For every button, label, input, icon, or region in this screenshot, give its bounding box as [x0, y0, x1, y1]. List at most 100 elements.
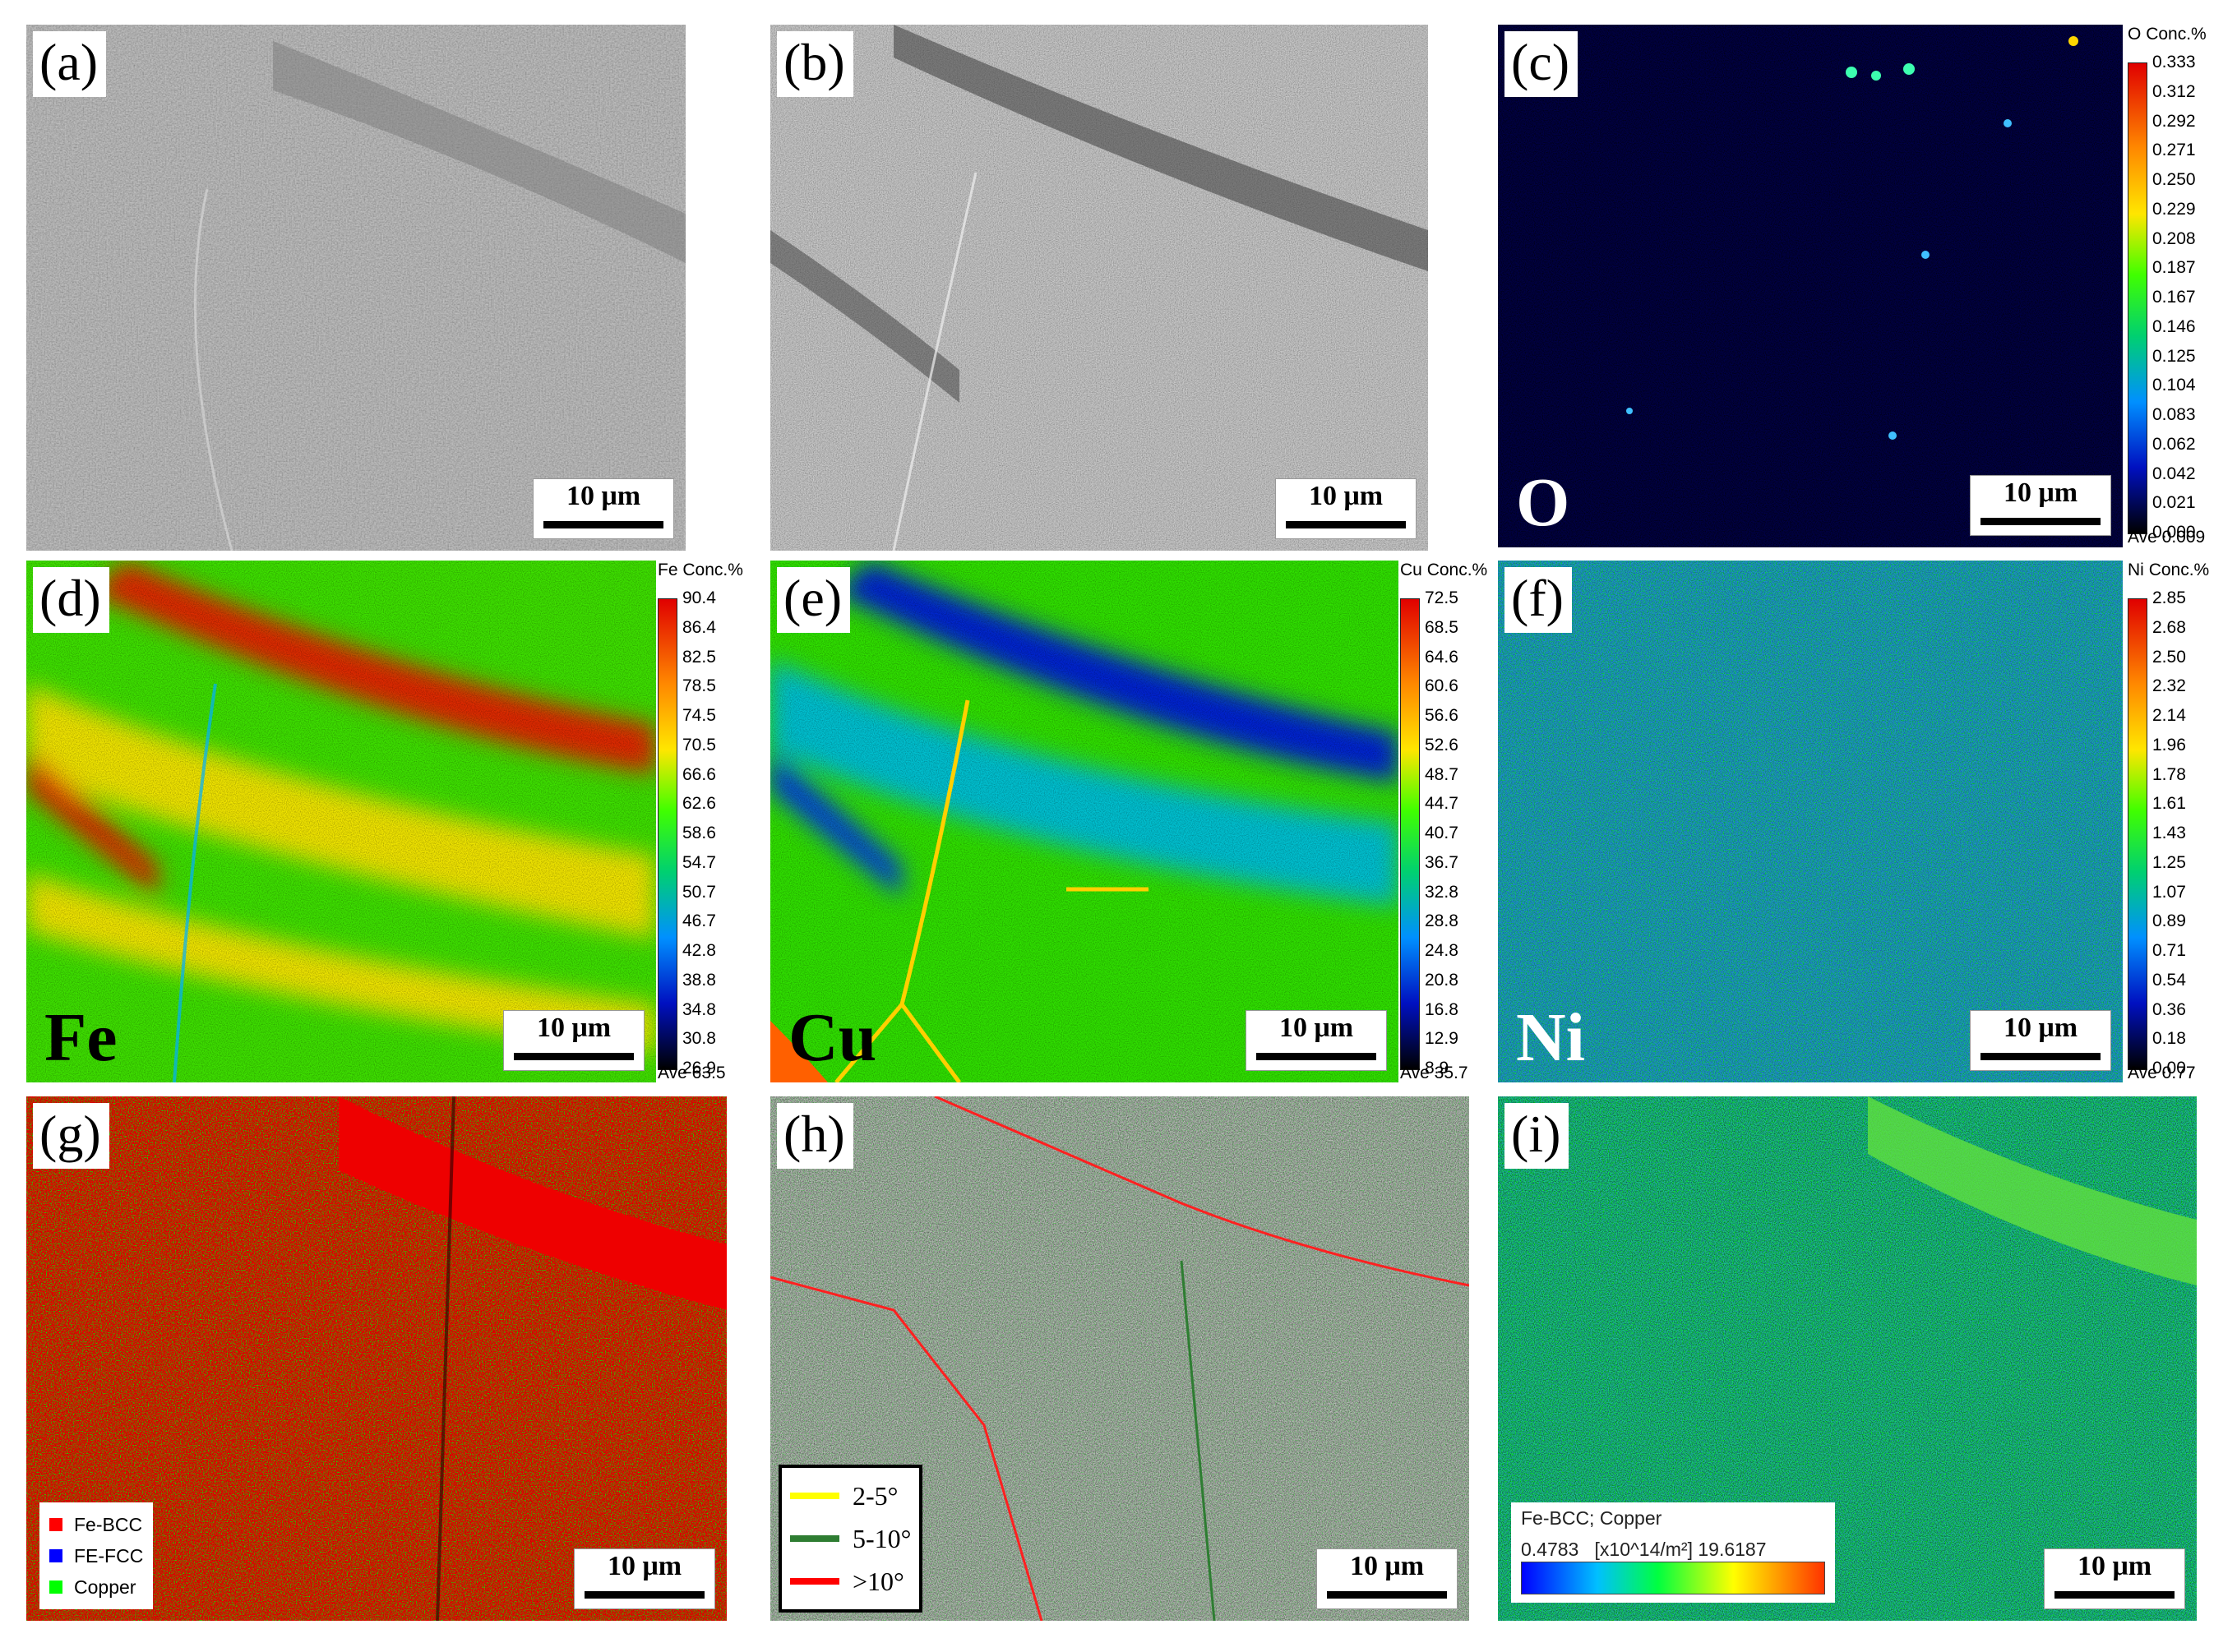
colorbar-tick-label: 1.25 — [2152, 852, 2186, 872]
colorbar-tick-label: 2.85 — [2152, 588, 2186, 607]
panel-label: (b) — [777, 31, 853, 97]
oxygen-map-texture — [1498, 25, 2123, 547]
scale-bar: 10 μm — [1246, 1010, 1387, 1071]
scale-bar: 10 μm — [503, 1010, 645, 1071]
colorbar-tick-label: 0.312 — [2152, 81, 2196, 101]
scale-bar-label: 10 μm — [536, 1013, 612, 1043]
element-label: O — [1516, 464, 1570, 541]
scale-bar-label: 10 μm — [1278, 1013, 1354, 1043]
panel-i-density-map: (i) Fe-BCC; Copper 0.4783 [x10^14/m²] 19… — [1498, 1096, 2197, 1621]
colorbar-tick-label: 38.8 — [682, 970, 716, 990]
density-gradient — [1521, 1562, 1825, 1594]
legend-label: 2-5° — [853, 1480, 899, 1511]
boundary-legend: 2-5° 5-10° >10° — [779, 1465, 923, 1613]
legend-item: 5-10° — [790, 1517, 911, 1560]
colorbar-tick-label: 0.125 — [2152, 346, 2196, 366]
panel-label: (g) — [33, 1103, 109, 1169]
panel-g-phase-map: (g) Fe-BCC FE-FCC Copper 10 μm — [26, 1096, 727, 1621]
legend-item: 2-5° — [790, 1474, 911, 1517]
panel-h-boundary-map: (h) 2-5° 5-10° >10° 10 μm — [770, 1096, 1469, 1621]
sem-texture — [770, 25, 1428, 551]
colorbar-tick-label: 0.187 — [2152, 258, 2196, 278]
colorbar-gradient — [2128, 62, 2147, 534]
colorbar-tick-label: 86.4 — [682, 617, 716, 637]
colorbar-average: Ave 35.7 — [1400, 1064, 1468, 1082]
colorbar-tick-label: 64.6 — [1425, 647, 1458, 667]
panel-label: (i) — [1504, 1103, 1569, 1169]
colorbar-tick-label: 34.8 — [682, 999, 716, 1019]
scale-bar-line — [1286, 521, 1406, 528]
colorbar-title: O Conc.% — [2128, 25, 2207, 44]
legend-item: Copper — [49, 1571, 143, 1603]
panel-d-iron-map: (d) Fe 10 μm — [26, 561, 656, 1082]
colorbar-tick-label: 74.5 — [682, 706, 716, 725]
colorbar-gradient — [1400, 598, 1420, 1070]
phase-map-texture — [26, 1096, 727, 1621]
colorbar-tick-label: 1.43 — [2152, 824, 2186, 842]
panel-f-nickel-map: (f) Ni 10 μm — [1498, 561, 2123, 1082]
legend-swatch — [49, 1518, 62, 1531]
colorbar-title: Cu Conc.% — [1400, 561, 1488, 579]
element-label: Fe — [44, 999, 118, 1076]
colorbar-tick-label: 0.71 — [2152, 941, 2186, 960]
colorbar-tick-label: 82.5 — [682, 647, 716, 667]
colorbar-tick-label: 0.042 — [2152, 464, 2196, 483]
colorbar-tick-label: 36.7 — [1425, 852, 1458, 872]
colorbar-tick-label: 0.292 — [2152, 111, 2196, 131]
legend-item: FE-FCC — [49, 1540, 143, 1571]
legend-line — [790, 1578, 839, 1585]
colorbar-gradient — [2128, 598, 2147, 1070]
colorbar-tick-label: 0.54 — [2152, 970, 2186, 990]
panel-label: (c) — [1504, 31, 1578, 97]
legend-item: >10° — [790, 1560, 911, 1603]
legend-line — [790, 1493, 839, 1499]
colorbar-average: Ave 0.77 — [2128, 1064, 2196, 1082]
colorbar-tick-label: 28.8 — [1425, 911, 1458, 931]
scale-bar: 10 μm — [533, 478, 674, 539]
colorbar-tick-label: 0.083 — [2152, 405, 2196, 424]
colorbar-gradient — [658, 598, 677, 1070]
legend-swatch — [49, 1580, 62, 1594]
density-max: 19.6187 — [1698, 1539, 1767, 1560]
panel-a-sem-image: (a) 10 μm — [26, 25, 686, 551]
colorbar-title: Ni Conc.% — [2128, 561, 2210, 579]
colorbar-average: Ave 63.5 — [658, 1064, 726, 1082]
legend-item: Fe-BCC — [49, 1509, 143, 1540]
phase-legend: Fe-BCC FE-FCC Copper — [39, 1502, 154, 1609]
colorbar-tick-label: 0.000 — [2152, 523, 2196, 542]
colorbar-tick-label: 0.250 — [2152, 170, 2196, 189]
density-legend-range: 0.4783 [x10^14/m²] 19.6187 — [1521, 1539, 1767, 1561]
copper-map-texture — [770, 561, 1398, 1082]
panel-c-oxygen-map: (c) O 10 μm — [1498, 25, 2123, 547]
colorbar-copper: Cu Conc.% 72.5 68.5 64.6 60.6 56.6 52.6 48.7 44… — [1400, 561, 1495, 1087]
colorbar-tick-label: 0.333 — [2152, 53, 2196, 72]
colorbar-tick-label: 66.6 — [682, 764, 716, 784]
colorbar-tick-label: 0.271 — [2152, 141, 2196, 160]
scale-bar-line — [2054, 1591, 2175, 1599]
scale-bar: 10 μm — [574, 1548, 715, 1609]
colorbar-tick-label: 0.229 — [2152, 199, 2196, 219]
sem-texture — [26, 25, 686, 551]
colorbar-tick-label: 40.7 — [1425, 824, 1458, 842]
colorbar-tick-label: 26.9 — [682, 1059, 716, 1077]
colorbar-tick-label: 20.8 — [1425, 970, 1458, 990]
colorbar-tick-label: 30.8 — [682, 1029, 716, 1049]
legend-label: >10° — [853, 1566, 904, 1596]
legend-label: FE-FCC — [74, 1544, 144, 1567]
colorbar-tick-label: 2.68 — [2152, 617, 2186, 637]
legend-label: Copper — [74, 1576, 136, 1598]
scale-bar: 10 μm — [1316, 1548, 1458, 1609]
colorbar-tick-label: 72.5 — [1425, 588, 1458, 607]
scale-bar: 10 μm — [1970, 475, 2111, 536]
legend-line — [790, 1535, 839, 1542]
colorbar-tick-label: 44.7 — [1425, 794, 1458, 814]
scale-bar-label: 10 μm — [1308, 481, 1384, 511]
colorbar-tick-label: 48.7 — [1425, 764, 1458, 784]
colorbar-tick-label: 0.146 — [2152, 316, 2196, 336]
panel-e-copper-map: (e) Cu 10 μm — [770, 561, 1398, 1082]
colorbar-tick-label: 1.07 — [2152, 882, 2186, 902]
scale-bar: 10 μm — [1275, 478, 1417, 539]
colorbar-tick-label: 12.9 — [1425, 1029, 1458, 1049]
scale-bar-line — [1980, 1053, 2101, 1060]
legend-swatch — [49, 1549, 62, 1562]
